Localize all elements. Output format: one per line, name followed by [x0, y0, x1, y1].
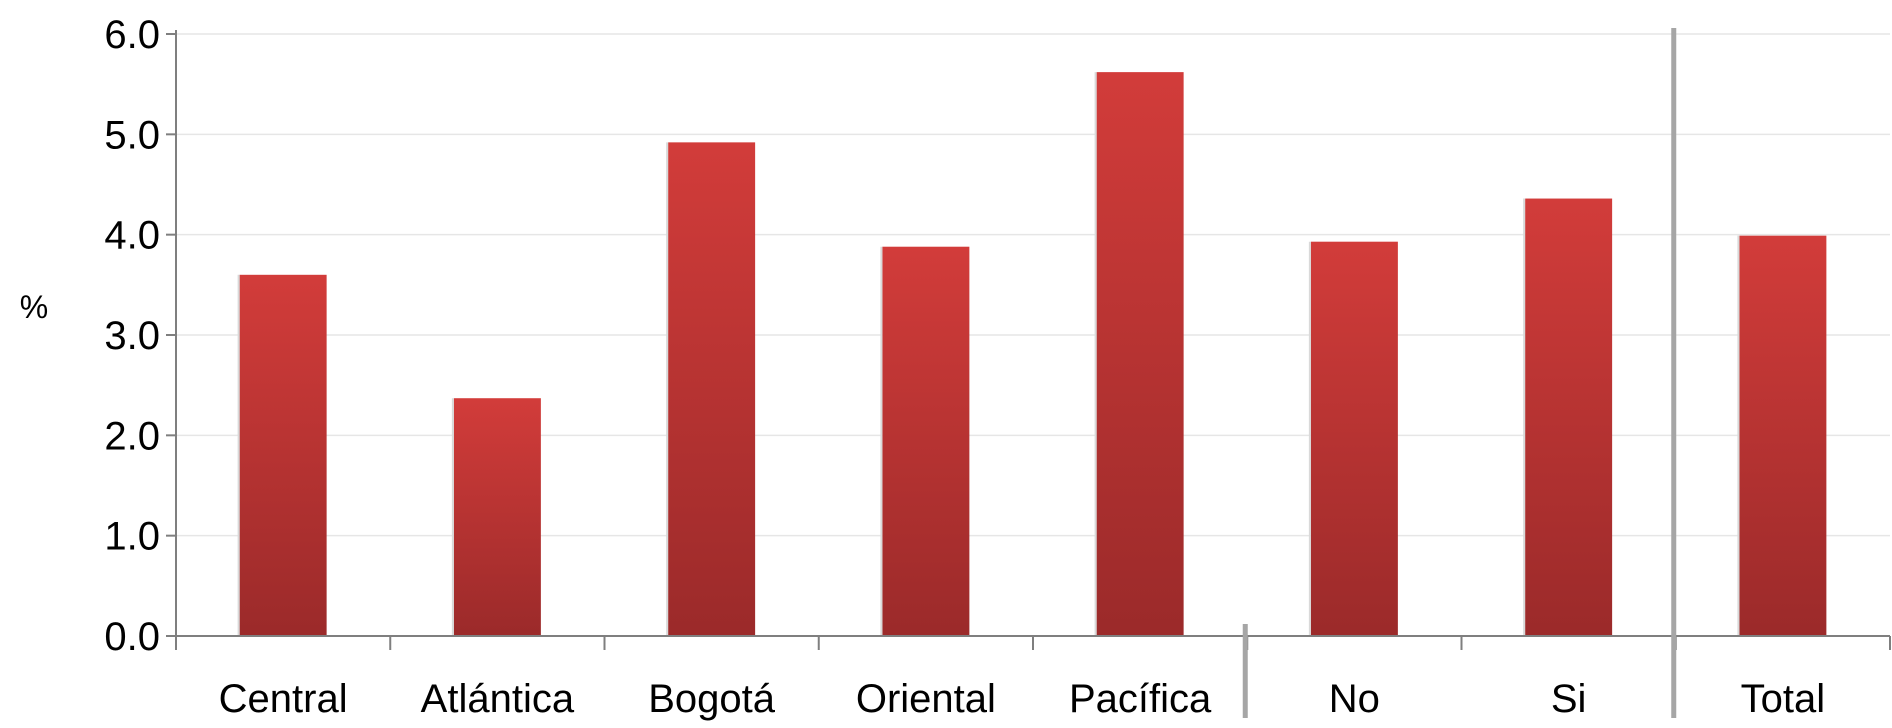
bars — [237, 72, 1827, 637]
y-tick-label: 3.0 — [104, 314, 160, 358]
labels: 0.0 1.0 2.0 3.0 4.0 5.0 6.0 Central Atlántica Bog… — [104, 13, 1825, 721]
bar — [1525, 198, 1613, 636]
bar — [1096, 72, 1184, 637]
bar — [1310, 241, 1398, 636]
x-tick-label: Pacífica — [1069, 677, 1212, 721]
y-tick-label: 2.0 — [104, 414, 160, 458]
x-tick-label: Si — [1551, 677, 1587, 721]
x-tick-label: No — [1329, 677, 1380, 721]
y-tick-label: 5.0 — [104, 113, 160, 157]
x-tick-label: Oriental — [856, 677, 996, 721]
bar — [1739, 235, 1827, 637]
y-tick-label: 0.0 — [104, 615, 160, 659]
y-tick-label: 6.0 — [104, 13, 160, 57]
bar — [453, 398, 541, 636]
gridlines — [176, 33, 1890, 537]
x-tick-label: Central — [219, 677, 348, 721]
bar — [882, 246, 970, 636]
bar — [668, 142, 756, 637]
y-tick-label: 4.0 — [104, 214, 160, 258]
y-tick-label: 1.0 — [104, 515, 160, 559]
y-axis-label: % — [20, 289, 48, 325]
x-tick-label: Bogotá — [648, 677, 776, 721]
x-tick-label: Total — [1741, 677, 1826, 721]
x-tick-label: Atlántica — [421, 677, 575, 721]
axes — [166, 28, 1891, 718]
bar — [239, 274, 327, 636]
